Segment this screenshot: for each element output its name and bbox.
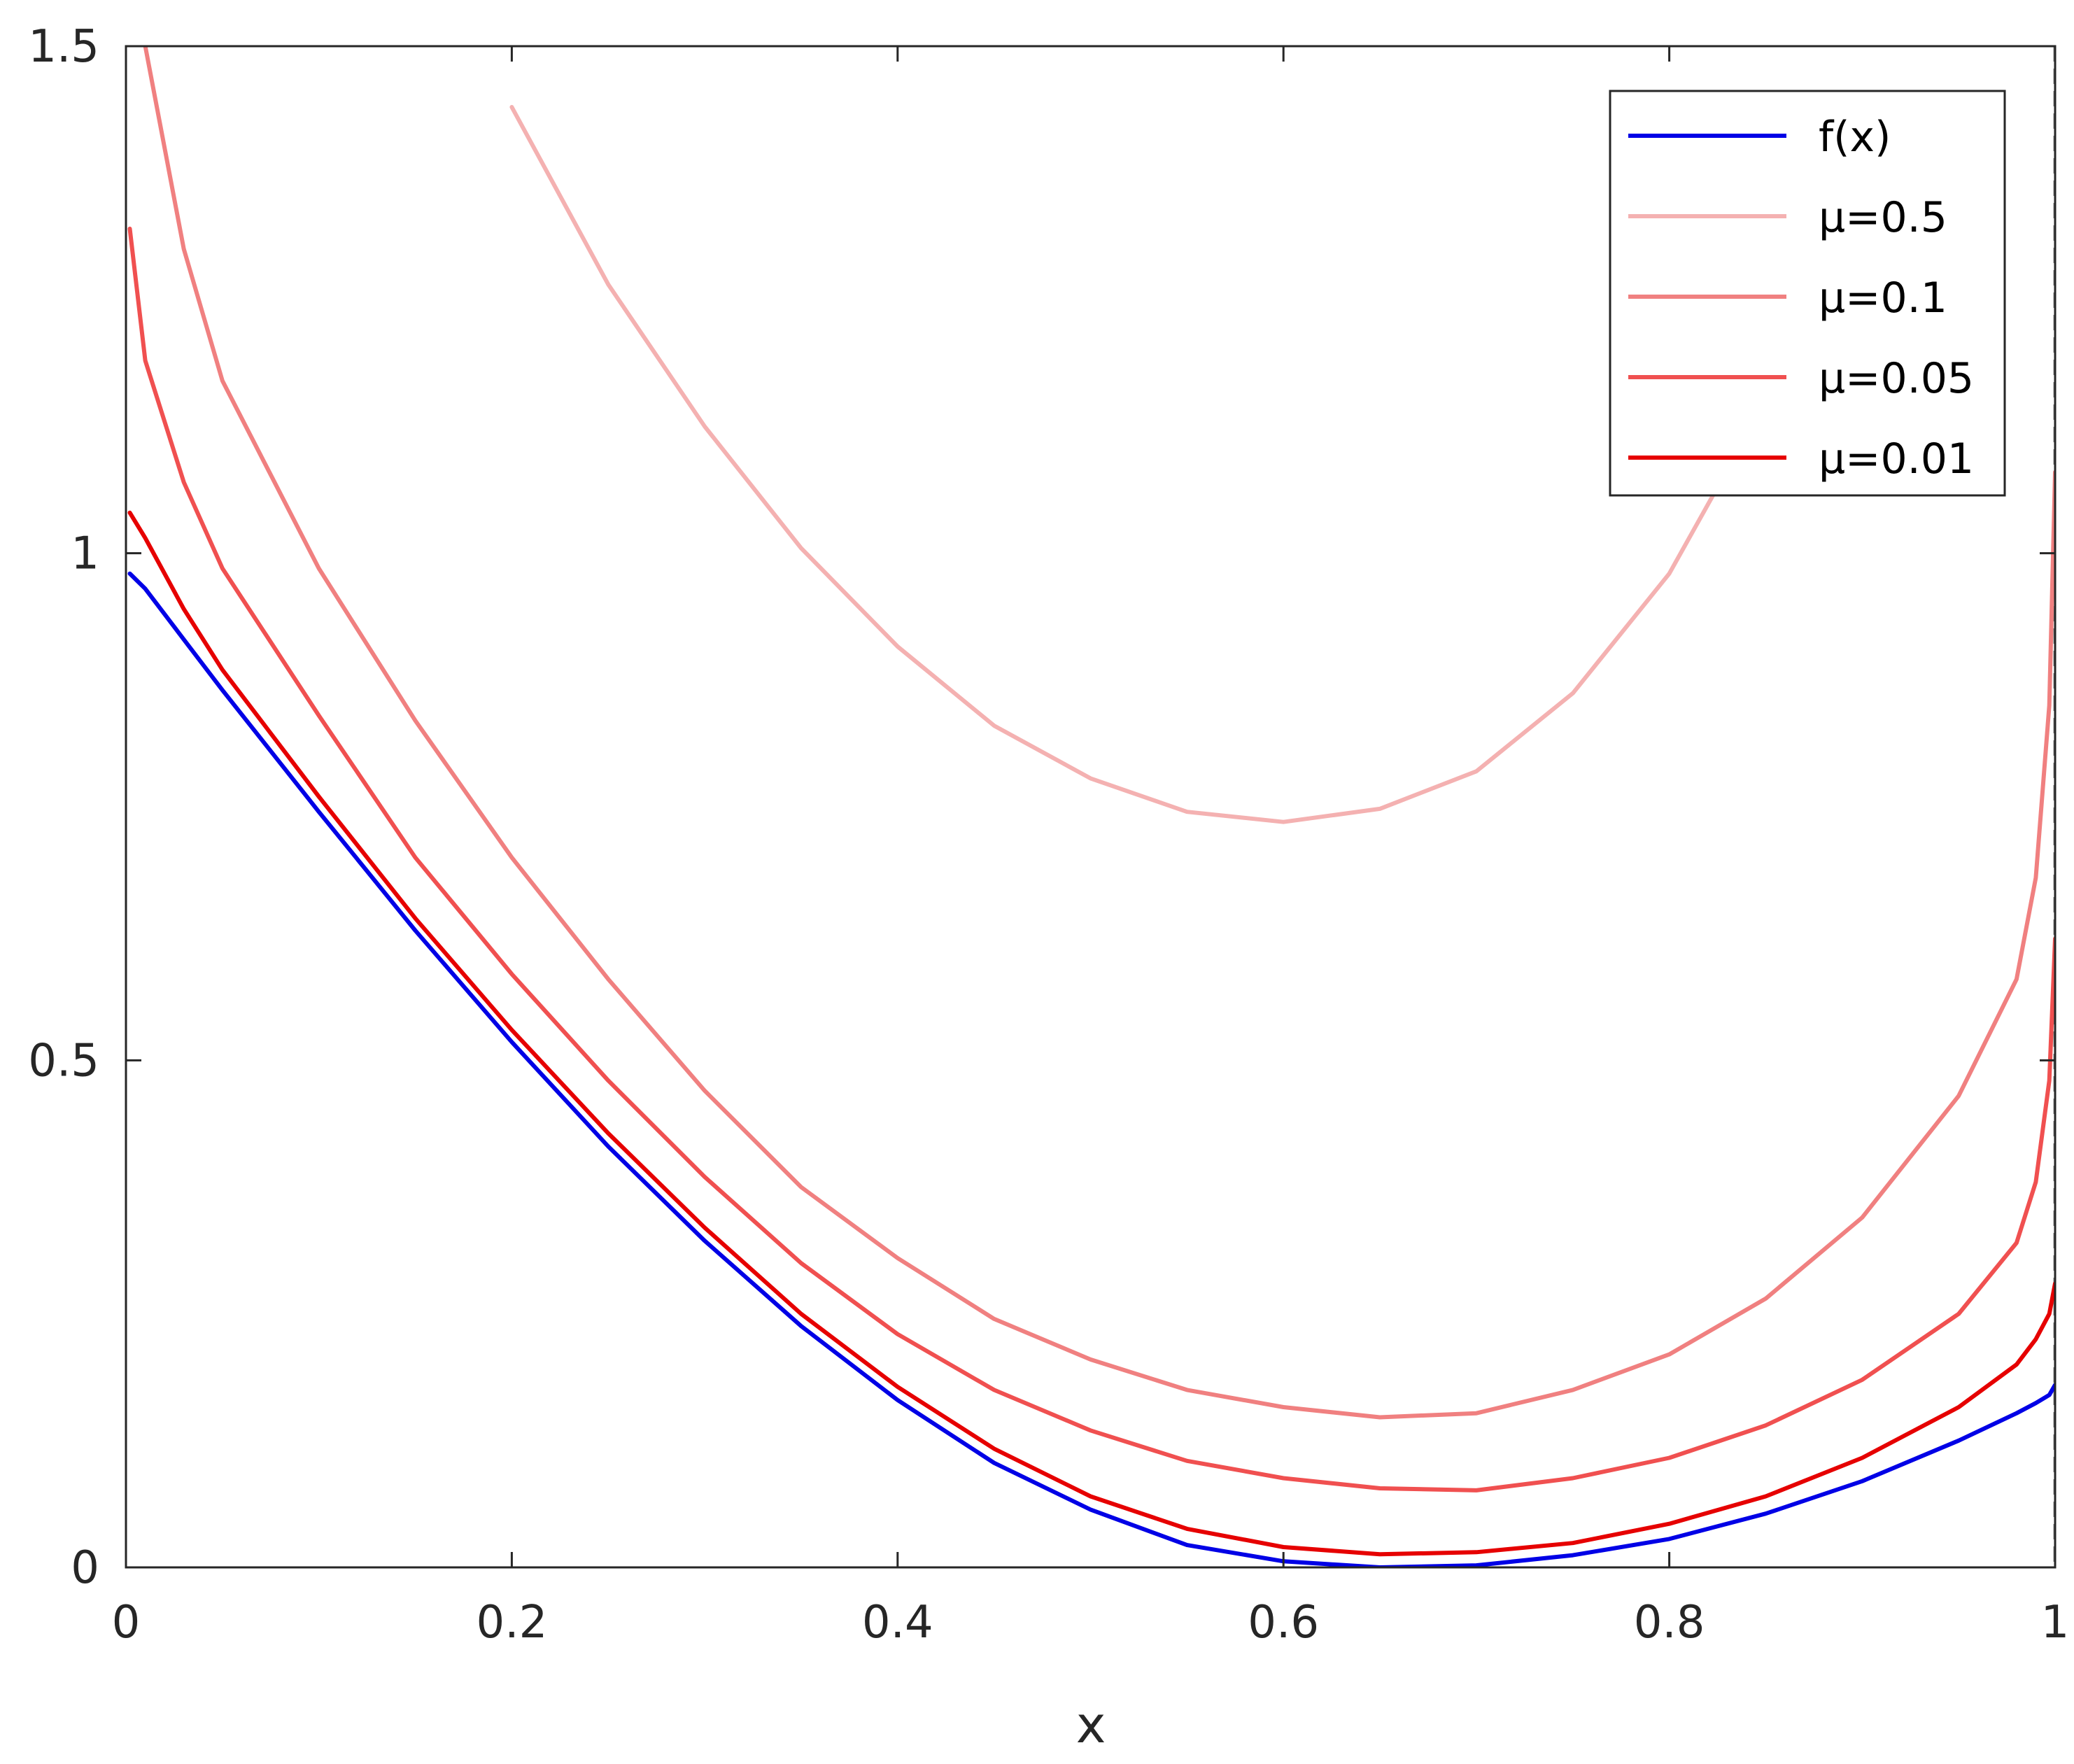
plot-area xyxy=(127,46,2055,1567)
legend-label-4: μ=0.01 xyxy=(1819,435,1974,484)
x-tick-label: 0.2 xyxy=(477,1597,548,1649)
series-group xyxy=(127,46,2055,1567)
series-line-4 xyxy=(127,510,2055,1557)
x-tick-label: 0.8 xyxy=(1634,1597,1705,1649)
y-tick-label: 1.5 xyxy=(28,21,99,73)
x-tick-label: 0 xyxy=(112,1597,141,1649)
axes-box xyxy=(125,45,2057,1569)
x-axis-label: x xyxy=(1076,1695,1106,1754)
x-tick-label: 0.6 xyxy=(1248,1597,1319,1649)
series-line-1 xyxy=(509,105,1865,824)
series-line-3 xyxy=(127,226,2055,1493)
legend-label-2: μ=0.1 xyxy=(1819,274,1947,323)
y-tick-label: 1 xyxy=(71,528,99,580)
legend-label-3: μ=0.05 xyxy=(1819,354,1974,403)
y-tick-label: 0.5 xyxy=(28,1035,99,1087)
legend-label-0: f(x) xyxy=(1819,113,1891,162)
legend-label-1: μ=0.5 xyxy=(1819,193,1947,242)
axes: 0 0.2 0.4 0.6 0.8 1 0 0.5 1 1.5 xyxy=(28,21,2069,1649)
series-line-0 xyxy=(127,571,2055,1567)
series-line-2 xyxy=(143,46,2055,1420)
y-tick-label: 0 xyxy=(71,1542,99,1594)
x-tick-label: 1 xyxy=(2041,1597,2070,1649)
legend: f(x) μ=0.5 μ=0.1 μ=0.05 μ=0.01 xyxy=(1609,90,2006,497)
legend-box xyxy=(1609,90,2006,497)
x-tick-label: 0.4 xyxy=(862,1597,933,1649)
